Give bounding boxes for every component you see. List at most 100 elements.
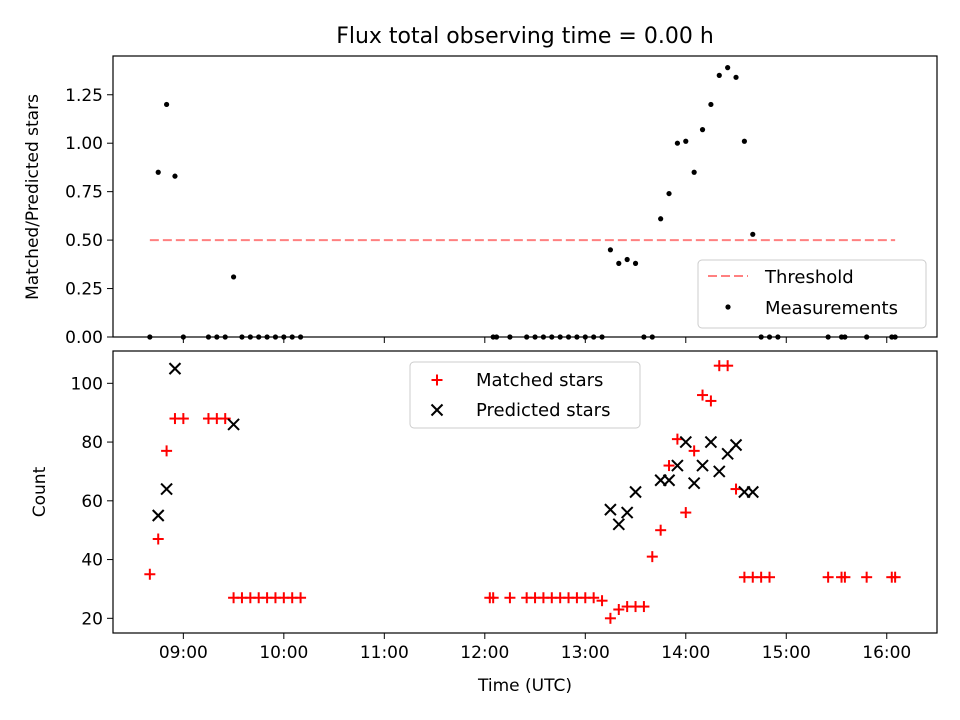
matched-star-point [152,533,164,545]
legend-predicted-swatch [430,403,444,417]
measurement-point [683,138,689,144]
matched-star-point [177,413,189,425]
y-tick-label: 1.25 [65,86,103,106]
matched-star-point [722,360,734,372]
y-tick-label: 100 [71,374,103,394]
matched-star-point [638,601,650,613]
bottom-axes-frame [112,350,938,634]
measurement-point [725,65,731,71]
measurement-point [624,256,630,263]
legend-threshold-label: Threshold [764,267,854,288]
bottom-y-axis-label: Count [30,466,50,517]
top-legend-box [697,259,927,329]
matched-star-point [680,507,692,519]
top-panel: 0.00 0.25 0.50 0.75 1.00 1.25 Matched/Predict… [23,55,938,348]
matched-star-point [161,445,173,457]
y-tick-label: 0.00 [65,328,103,348]
matched-star-point [604,612,616,624]
measurement-point [163,101,170,108]
measurement-point [230,274,237,280]
bottom-panel: 20 40 60 80 100 09:00 10:00 11:00 12:00 13:00 14:… [30,350,938,696]
measurement-point [691,169,697,175]
matched-star-point [596,595,608,607]
matched-star-point [697,389,709,401]
x-tick-label: 12:00 [460,643,509,663]
matched-star-point [671,433,683,445]
predicted-star-point [152,509,165,522]
predicted-star-point [227,418,240,431]
measurement-point [658,216,664,222]
matched-star-point [504,592,516,604]
predicted-star-point [160,482,173,496]
matched-star-point [889,571,901,583]
predicted-star-point [696,459,709,472]
matched-stars-points [144,360,901,624]
y-tick-label: 0.50 [65,231,103,251]
matched-star-point [764,571,776,583]
predicted-stars-points [152,362,759,531]
chart-title: Flux total observing time = 0.00 h [336,24,714,49]
measurement-point [172,173,178,179]
legend-measurements-label: Measurements [765,298,898,319]
measurement-point [674,140,681,146]
legend-matched-marker [431,374,443,386]
matched-star-point [487,592,499,604]
predicted-star-point [687,476,701,490]
y-tick-label: 1.00 [65,134,103,154]
predicted-star-point [729,438,743,452]
predicted-star-point [746,485,759,499]
measurement-point [741,138,747,144]
predicted-star-point [612,518,625,531]
top-y-axis-label: Matched/Predicted stars [23,94,43,300]
matched-star-point [613,604,625,615]
x-tick-label: 13:00 [561,643,610,663]
bottom-x-ticks: 09:00 10:00 11:00 12:00 13:00 14:00 15:00 16:00 [159,633,911,663]
predicted-star-point [168,362,182,375]
top-legend: Threshold Measurements [697,259,927,329]
predicted-star-point [679,435,692,449]
x-tick-label: 15:00 [762,643,811,663]
bottom-y-ticks: 20 40 60 80 100 [71,374,113,629]
x-tick-label: 09:00 [159,643,208,663]
predicted-star-point [604,503,617,516]
legend-measurements-swatch [725,304,731,310]
measurement-point [632,260,639,266]
matched-star-point [688,445,700,457]
x-tick-label: 14:00 [661,643,710,663]
legend-predicted-label: Predicted stars [476,400,610,421]
measurement-point [750,231,756,237]
y-tick-label: 0.25 [65,280,103,300]
x-tick-label: 10:00 [259,643,308,663]
y-tick-label: 40 [81,551,103,571]
measurement-point [666,190,672,197]
legend-matched-label: Matched stars [476,370,603,391]
matched-star-point [730,483,742,495]
x-tick-label: 11:00 [360,643,409,663]
measurement-point [155,169,161,175]
matched-star-point [655,524,667,536]
matched-star-point [822,571,834,583]
top-y-ticks: 0.00 0.25 0.50 0.75 1.00 1.25 [65,86,113,348]
bottom-legend: Matched stars Predicted stars [409,361,641,429]
matched-star-point [144,568,156,580]
measurement-point [733,74,739,80]
predicted-star-point [704,435,718,449]
matched-star-point [705,395,717,407]
predicted-star-point [662,474,676,487]
predicted-star-point [713,465,726,478]
top-axes-frame [112,55,938,338]
legend-predicted-marker [430,403,444,417]
predicted-star-point [671,459,684,472]
y-tick-label: 60 [81,492,103,512]
x-axis-label: Time (UTC) [477,676,572,696]
legend-matched-swatch [431,374,443,386]
measurement-point [616,260,622,266]
y-tick-label: 20 [81,609,103,629]
bottom-legend-box [409,361,641,429]
measurement-point [708,101,714,108]
matched-star-point [295,592,307,604]
x-tick-label: 16:00 [862,643,911,663]
matched-star-point [588,592,600,604]
matched-star-point [646,551,658,563]
